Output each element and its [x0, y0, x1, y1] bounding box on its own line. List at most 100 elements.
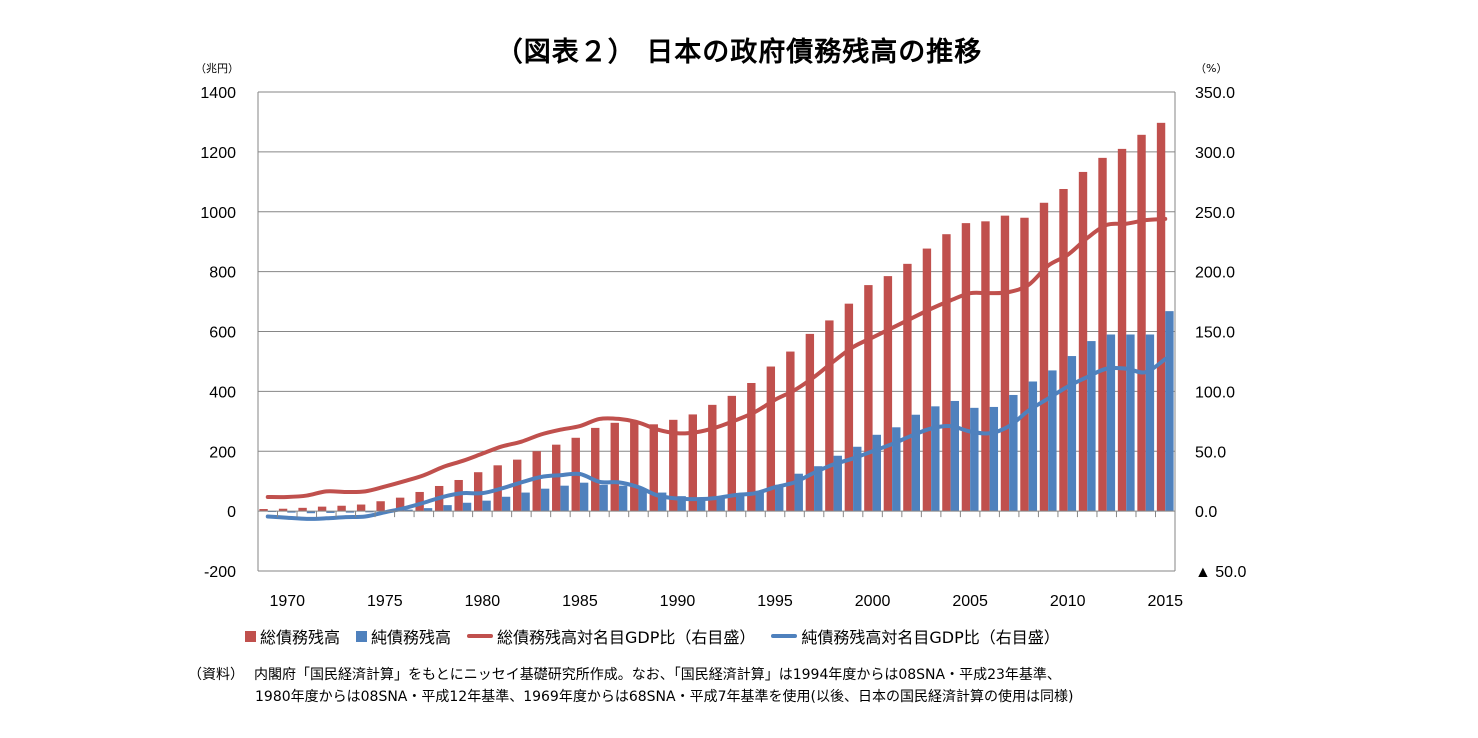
bar-gross-debt — [415, 491, 424, 512]
bar-net-debt — [443, 505, 452, 512]
bar-net-debt — [1126, 334, 1135, 512]
bar-net-debt — [404, 509, 413, 512]
left-tick-label: 1200 — [200, 145, 236, 162]
right-tick-label: 50.0 — [1195, 444, 1226, 461]
legend-swatch — [771, 634, 798, 638]
legend-swatch — [356, 630, 368, 642]
bar-net-debt — [462, 502, 472, 512]
left-tick-label: 600 — [209, 325, 236, 342]
bar-net-debt — [365, 511, 374, 513]
bar-net-debt — [326, 511, 335, 513]
legend-label: 総債務残高対名目GDP比（右目盛） — [497, 628, 756, 647]
bar-gross-debt — [727, 395, 737, 512]
bar-gross-debt — [981, 221, 990, 512]
bar-net-debt — [521, 492, 530, 512]
bar-gross-debt — [747, 382, 756, 512]
bar-net-debt — [911, 414, 920, 512]
x-tick-label: 1975 — [367, 593, 403, 610]
bar-net-debt — [755, 490, 764, 512]
bar-gross-debt — [337, 505, 346, 512]
bar-net-debt — [579, 482, 589, 512]
bar-gross-debt — [708, 404, 717, 512]
chart-area: （兆円） （%） -200 ▲ 50.0 0 0.0 200 50.0 400 100.0 60… — [195, 62, 1247, 610]
bar-net-debt — [892, 427, 901, 512]
bar-gross-debt — [259, 509, 268, 512]
bar-net-debt — [345, 511, 355, 513]
x-tick-label: 1995 — [757, 593, 793, 610]
bar-gross-debt — [1137, 134, 1146, 512]
x-tick-label: 1990 — [660, 593, 696, 610]
bar-net-debt — [306, 511, 316, 514]
bar-gross-debt — [552, 444, 561, 512]
bar-gross-debt — [961, 223, 971, 512]
legend: 総債務残高 純債務残高 総債務残高対名目GDP比（右目盛） 純債務残高対名目GD… — [245, 624, 1060, 648]
legend-item-net-ratio: 純債務残高対名目GDP比（右目盛） — [771, 624, 1060, 648]
bar-gross-debt — [1117, 148, 1127, 512]
bar-gross-debt — [630, 421, 639, 512]
x-tick-label: 1980 — [465, 593, 501, 610]
bar-net-debt — [1067, 356, 1077, 512]
bar-net-debt — [1145, 334, 1155, 512]
bar-net-debt — [794, 473, 803, 512]
left-tick-label: 200 — [209, 444, 236, 461]
bar-gross-debt — [669, 419, 678, 512]
right-axis-unit: （%） — [1195, 62, 1227, 75]
bar-net-debt — [970, 407, 979, 512]
bar-gross-debt — [591, 427, 600, 512]
x-tick-label: 2015 — [1147, 593, 1183, 610]
left-axis-unit: （兆円） — [195, 62, 239, 75]
legend-label: 純債務残高対名目GDP比（右目盛） — [801, 628, 1060, 647]
bar-gross-debt — [942, 234, 951, 512]
notes-line-2: 1980年度からは08SNA・平成12年基準、1969年度からは68SNA・平成… — [255, 689, 1074, 705]
chart-title: （図表２） 日本の政府債務残高の推移 — [495, 37, 983, 68]
bar-net-debt — [1106, 334, 1116, 512]
legend-swatch — [467, 634, 494, 638]
bar-gross-debt — [903, 263, 912, 512]
x-tick-label: 1970 — [269, 593, 305, 610]
bar-gross-debt — [805, 333, 815, 512]
bar-gross-debt — [278, 508, 288, 512]
bar-net-debt — [775, 484, 784, 512]
right-tick-label: 0.0 — [1195, 504, 1217, 521]
bar-gross-debt — [1078, 171, 1088, 512]
bar-net-debt — [501, 496, 511, 512]
bar-net-debt — [950, 400, 960, 512]
bar-gross-debt — [786, 351, 795, 512]
bar-gross-debt — [922, 248, 932, 512]
right-tick-label: ▲ 50.0 — [1195, 564, 1247, 581]
bar-net-debt — [716, 496, 725, 512]
bar-gross-debt — [376, 501, 385, 512]
left-tick-label: 800 — [209, 265, 236, 282]
bar-gross-debt — [1059, 188, 1068, 512]
bar-net-debt — [638, 488, 647, 512]
left-tick-label: -200 — [204, 564, 236, 581]
left-tick-label: 1000 — [200, 205, 236, 222]
bar-gross-debt — [298, 507, 307, 512]
bar-gross-debt — [356, 504, 366, 512]
bar-gross-debt — [1156, 122, 1166, 512]
x-tick-label: 1985 — [562, 593, 598, 610]
legend-item-net: 純債務残高 — [356, 624, 451, 648]
bar-gross-debt — [532, 451, 541, 512]
bar-net-debt — [540, 488, 550, 512]
right-tick-label: 300.0 — [1195, 145, 1235, 162]
legend-swatch — [245, 630, 256, 642]
bar-gross-debt — [1000, 215, 1010, 512]
legend-label: 純債務残高 — [371, 628, 452, 647]
bar-net-debt — [1048, 370, 1057, 512]
right-tick-label: 250.0 — [1195, 205, 1235, 222]
line-net-ratio — [265, 357, 1168, 521]
left-tick-label: 1400 — [200, 85, 236, 102]
bar-gross-debt — [825, 320, 834, 512]
legend-label: 総債務残高 — [260, 628, 341, 647]
left-tick-label: 400 — [209, 384, 236, 401]
x-tick-label: 2010 — [1050, 593, 1086, 610]
right-tick-label: 350.0 — [1195, 85, 1235, 102]
notes-label: （資料） — [188, 667, 244, 683]
right-tick-label: 200.0 — [1195, 265, 1235, 282]
bar-net-debt — [287, 511, 296, 513]
bar-gross-debt — [649, 424, 658, 512]
source-notes: （資料） 内閣府「国民経済計算」をもとにニッセイ基礎研究所作成。なお、「国民経済計… — [188, 664, 1073, 708]
line-gross-ratio — [265, 216, 1168, 500]
bar-gross-debt — [1098, 157, 1107, 512]
